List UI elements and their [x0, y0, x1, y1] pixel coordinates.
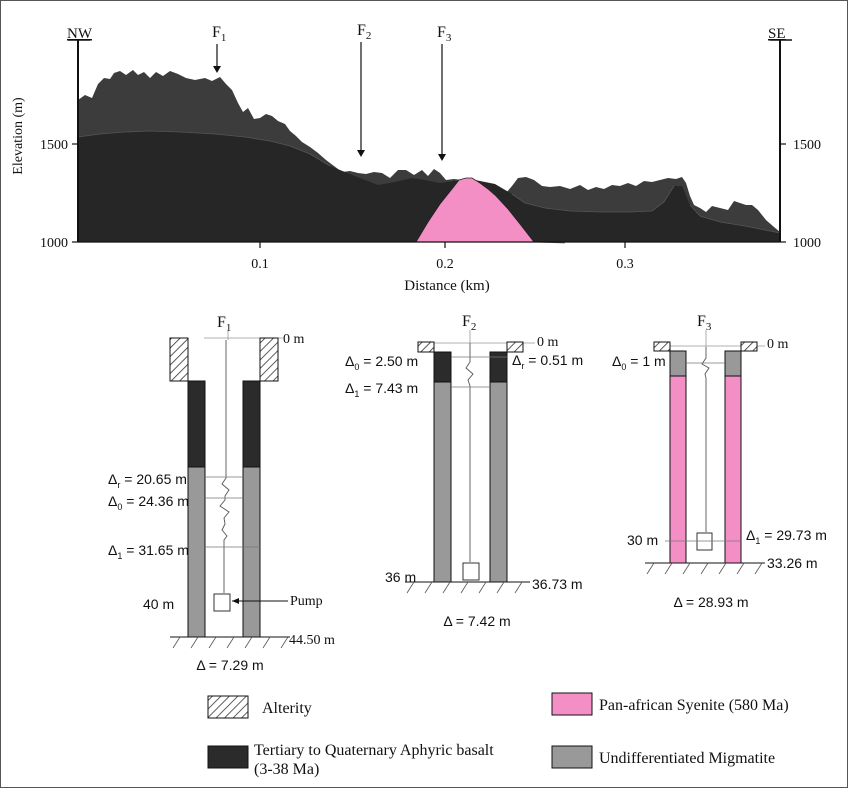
alterity-block [169, 337, 189, 382]
cross-section-profile: NW SE Elevation (m) 1500 1000 1500 1000 … [11, 22, 821, 294]
well-f1-top-label: 0 m [283, 332, 305, 347]
legend: Alterity Tertiary to Quaternary Aphyric … [207, 692, 789, 778]
migmatite-column [242, 466, 261, 638]
well-f3-delta-1: Δ1 = 29.73 m [746, 527, 827, 546]
well-f1-delta-r: Δr = 20.65 m [108, 471, 187, 490]
well-f2-title: F2 [462, 313, 476, 333]
se-label: SE [768, 26, 786, 42]
well-f3-depth-right: 33.26 m [767, 555, 818, 571]
well-f1-delta-0: Δ0 = 24.36 m [108, 493, 189, 512]
legend-swatch-migmatite [551, 745, 593, 769]
well-f2-delta-total: Δ = 7.42 m [443, 613, 510, 629]
basalt-column [187, 380, 206, 468]
legend-label-basalt-2: (3-38 Ma) [254, 761, 319, 778]
basalt-lower-layer [78, 131, 780, 242]
migmatite-column [433, 381, 452, 583]
migmatite-column [724, 350, 742, 377]
migmatite-column [187, 466, 206, 638]
fault-marker-f2: F2 [357, 22, 371, 157]
fault-marker-f3: F3 [437, 24, 452, 161]
well-f1-title: F1 [217, 314, 231, 334]
legend-label-migmatite: Undifferentiated Migmatite [599, 750, 775, 767]
syenite-column [669, 375, 687, 564]
legend-swatch-basalt [207, 745, 249, 769]
syenite-column [724, 375, 742, 564]
well-f2-depth-right: 36.73 m [532, 576, 583, 592]
pump-label: Pump [290, 594, 323, 609]
well-f1-delta-1: Δ1 = 31.65 m [108, 542, 189, 561]
basalt-column [489, 351, 508, 383]
well-f3-depth-left: 30 m [627, 532, 658, 548]
syenite-intrusion [415, 177, 535, 243]
y-tick-left-1000: 1000 [40, 236, 68, 251]
well-f1-delta-total: Δ = 7.29 m [196, 657, 263, 673]
alterity-block [506, 341, 524, 353]
pump-box [696, 532, 713, 551]
legend-label-alterity: Alterity [262, 700, 312, 717]
pump-box [462, 562, 480, 581]
well-f1: F1 0 m Δr = 20.65 m Δ0 = 24.36 m Δ1 = 31… [108, 314, 335, 673]
well-f2-delta-r: Δr = 0.51 m [512, 352, 583, 371]
legend-swatch-alterity [207, 695, 249, 719]
alterity-block [653, 341, 671, 352]
svg-text:F1: F1 [212, 24, 226, 44]
well-f2-delta-0: Δ0 = 2.50 m [345, 353, 418, 372]
migmatite-column [669, 350, 687, 377]
legend-label-syenite: Pan-african Syenite (580 Ma) [599, 697, 789, 714]
well-f3-delta-0: Δ0 = 1 m [612, 353, 666, 372]
svg-text:F3: F3 [437, 24, 452, 44]
nw-label: NW [67, 26, 93, 42]
legend-swatch-syenite [551, 692, 593, 716]
y-axis-label: Elevation (m) [11, 97, 26, 175]
well-f2: F2 0 m Δ0 = 2.50 m Δ1 = 7.43 m Δr = 0.51… [345, 313, 583, 629]
well-f3-delta-total: Δ = 28.93 m [673, 594, 748, 610]
legend-label-basalt-1: Tertiary to Quaternary Aphyric basalt [254, 742, 494, 759]
well-f1-depth-left: 40 m [143, 596, 174, 612]
y-tick-right-1000: 1000 [793, 236, 821, 251]
fault-marker-f1: F1 [212, 24, 226, 73]
x-axis-label: Distance (km) [404, 278, 489, 294]
svg-text:F2: F2 [357, 22, 371, 42]
x-tick-0.3: 0.3 [616, 257, 634, 272]
alterity-block [740, 341, 758, 352]
well-f3-top-label: 0 m [767, 337, 789, 352]
alterity-block [259, 337, 279, 382]
alterity-block [417, 341, 435, 353]
pump-box [213, 593, 231, 612]
y-tick-right-1500: 1500 [793, 138, 821, 153]
x-tick-0.1: 0.1 [251, 257, 269, 272]
migmatite-column [489, 381, 508, 583]
well-f1-depth-right: 44.50 m [289, 633, 335, 648]
well-f3: F3 0 m Δ0 = 1 m 30 m Δ1 = 29.73 m 33.26 … [612, 313, 827, 610]
well-f2-depth-left: 36 m [385, 569, 416, 585]
well-f2-delta-1: Δ1 = 7.43 m [345, 380, 418, 399]
basalt-column [242, 380, 261, 468]
basalt-column [433, 351, 452, 383]
well-f3-title: F3 [697, 313, 712, 333]
y-tick-left-1500: 1500 [40, 138, 68, 153]
well-f2-top-label: 0 m [537, 335, 559, 350]
x-tick-0.2: 0.2 [436, 257, 454, 272]
